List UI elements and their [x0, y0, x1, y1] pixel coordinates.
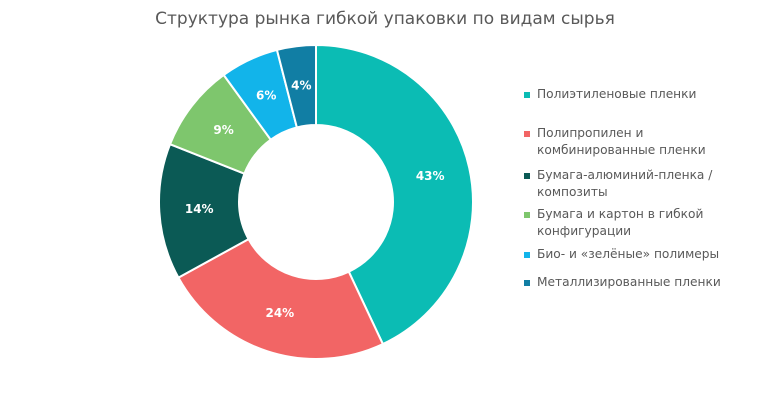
legend-swatch [524, 173, 530, 179]
legend-item-paper-cardboard: Бумага и картон в гибкой конфигурации [524, 206, 737, 240]
legend-label: Полиэтиленовые пленки [537, 87, 697, 101]
data-label-bio-polymers: 6% [256, 89, 276, 103]
legend-label: Металлизированные пленки [537, 275, 721, 289]
legend-swatch [524, 252, 530, 258]
chart-title: Структура рынка гибкой упаковки по видам… [155, 9, 615, 29]
data-label-polyethylene: 43% [416, 169, 445, 183]
legend-label: Бумага-алюминий-пленка / композиты [537, 168, 713, 199]
data-label-metallized: 4% [291, 78, 311, 92]
slice-polyethylene [315, 43, 474, 346]
legend-swatch [524, 92, 530, 98]
legend-swatch [524, 212, 530, 218]
data-label-paper-aluminium: 14% [185, 202, 214, 216]
legend-label: Био- и «зелёные» полимеры [537, 247, 720, 261]
legend-item-paper-aluminium: Бумага-алюминий-пленка / композиты [524, 167, 737, 201]
slice-metallized [275, 43, 317, 129]
legend-swatch [524, 280, 530, 286]
legend-swatch [524, 131, 530, 137]
legend-label: Полипропилен и комбинированные пленки [537, 126, 706, 157]
slice-polypropylene [177, 237, 385, 360]
legend-item-polypropylene: Полипропилен и комбинированные пленки [524, 125, 737, 159]
data-label-polypropylene: 24% [265, 306, 294, 320]
legend-item-metallized: Металлизированные пленки [524, 274, 737, 291]
legend-label: Бумага и картон в гибкой конфигурации [537, 207, 704, 238]
legend-item-bio-polymers: Био- и «зелёные» полимеры [524, 246, 737, 263]
legend-item-polyethylene: Полиэтиленовые пленки [524, 86, 737, 103]
data-label-paper-cardboard: 9% [213, 123, 233, 137]
